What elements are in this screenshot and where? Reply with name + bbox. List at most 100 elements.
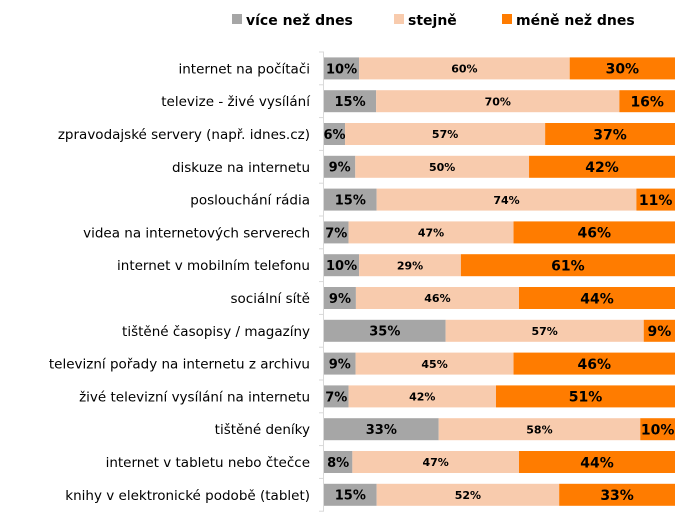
data-label: 46% xyxy=(424,292,450,305)
bar-segment xyxy=(545,123,675,145)
data-label: 9% xyxy=(647,324,671,340)
data-label: 57% xyxy=(532,325,558,338)
bar-segment xyxy=(324,352,356,375)
data-label: 6% xyxy=(323,128,345,143)
data-label: 51% xyxy=(569,390,603,406)
data-label: 52% xyxy=(455,489,481,502)
bar-segment xyxy=(324,451,353,473)
bar-segment xyxy=(324,319,446,342)
category-label: živé televizní vysílání na internetu xyxy=(79,389,310,405)
category-label: sociální sítě xyxy=(231,291,310,307)
category-label: internet v tabletu nebo čtečce xyxy=(106,455,310,471)
data-label: 15% xyxy=(335,95,366,110)
data-label: 33% xyxy=(366,423,397,438)
data-label: 29% xyxy=(397,259,423,272)
data-label: 61% xyxy=(551,259,585,275)
data-label: 57% xyxy=(432,128,458,141)
legend-label: stejně xyxy=(408,13,457,29)
bar-segment xyxy=(376,90,620,113)
bar-segment xyxy=(376,483,560,506)
bar-segment xyxy=(324,483,377,506)
bar-segment xyxy=(636,188,675,211)
bar-segment xyxy=(324,287,356,309)
data-label: 50% xyxy=(429,161,455,174)
bar-segment xyxy=(513,221,675,244)
data-label: 70% xyxy=(485,95,511,108)
data-label: 9% xyxy=(329,358,351,373)
bar-segment xyxy=(355,352,514,375)
bar-segment xyxy=(519,287,675,309)
bar-segment xyxy=(324,418,439,441)
bar-segment xyxy=(324,90,377,113)
data-label: 45% xyxy=(421,358,447,371)
data-label: 9% xyxy=(329,161,351,176)
data-label: 60% xyxy=(451,63,477,76)
data-label: 33% xyxy=(600,488,634,504)
bar-segment xyxy=(495,385,675,408)
bar-segment xyxy=(529,155,675,178)
bar-segment xyxy=(619,90,675,113)
bar-segment xyxy=(359,254,461,277)
bar-segment xyxy=(324,385,349,408)
data-label: 47% xyxy=(418,227,444,240)
bar-segment xyxy=(359,57,570,80)
data-label: 46% xyxy=(578,226,612,242)
bar-segment xyxy=(324,57,360,80)
data-label: 16% xyxy=(630,95,664,111)
category-label: diskuze na internetu xyxy=(172,160,310,176)
category-label: tištěné časopisy / magazíny xyxy=(122,324,310,340)
data-label: 74% xyxy=(493,194,519,207)
data-label: 37% xyxy=(593,127,627,143)
bar-segment xyxy=(324,188,377,211)
data-label: 7% xyxy=(325,226,347,241)
bar-segment xyxy=(643,319,675,342)
data-label: 58% xyxy=(526,423,552,436)
category-label: poslouchání rádia xyxy=(190,193,310,209)
bar-segment xyxy=(445,319,644,342)
bar-segment xyxy=(569,57,675,80)
bar-segment xyxy=(376,188,637,211)
data-label: 10% xyxy=(326,259,357,274)
data-label: 7% xyxy=(325,390,347,405)
bar-segment xyxy=(348,221,514,244)
bar-segment xyxy=(460,254,675,277)
category-label: televize - živé vysílání xyxy=(161,94,311,110)
bar-segment xyxy=(559,483,675,506)
category-label: internet na počítači xyxy=(178,61,310,77)
data-label: 35% xyxy=(369,325,400,340)
category-label: videa na internetových serverech xyxy=(83,225,310,241)
data-label: 11% xyxy=(639,193,673,209)
data-label: 44% xyxy=(580,291,614,307)
bar-segment xyxy=(348,385,496,408)
category-label: knihy v elektronické podobě (tablet) xyxy=(65,488,310,504)
data-label: 44% xyxy=(580,455,614,471)
legend-label: méně než dnes xyxy=(516,13,635,29)
data-label: 8% xyxy=(327,456,349,471)
data-label: 42% xyxy=(585,160,619,176)
bar-segment xyxy=(519,451,675,473)
bar-segment xyxy=(640,418,675,441)
legend-swatch xyxy=(232,14,242,24)
data-label: 42% xyxy=(409,391,435,404)
legend-label: více než dnes xyxy=(246,13,353,29)
legend-swatch xyxy=(502,14,512,24)
bar-segment xyxy=(324,123,346,145)
bar-segment xyxy=(352,451,519,473)
bar-segment xyxy=(345,123,546,145)
category-label: internet v mobilním telefonu xyxy=(117,258,310,274)
category-label: zpravodajské servery (např. idnes.cz) xyxy=(58,127,310,143)
category-label: tištěné deníky xyxy=(215,422,310,438)
data-label: 9% xyxy=(329,292,351,307)
data-label: 15% xyxy=(335,489,366,504)
data-label: 15% xyxy=(335,194,366,209)
category-label: televizní pořady na internetu z archivu xyxy=(49,357,310,373)
bar-segment xyxy=(355,287,519,309)
bar-segment xyxy=(438,418,641,441)
bar-segment xyxy=(324,155,356,178)
bar-segment xyxy=(513,352,675,375)
bar-segment xyxy=(324,254,360,277)
bar-segment xyxy=(355,155,530,178)
legend-swatch xyxy=(394,14,404,24)
data-label: 10% xyxy=(326,62,357,77)
